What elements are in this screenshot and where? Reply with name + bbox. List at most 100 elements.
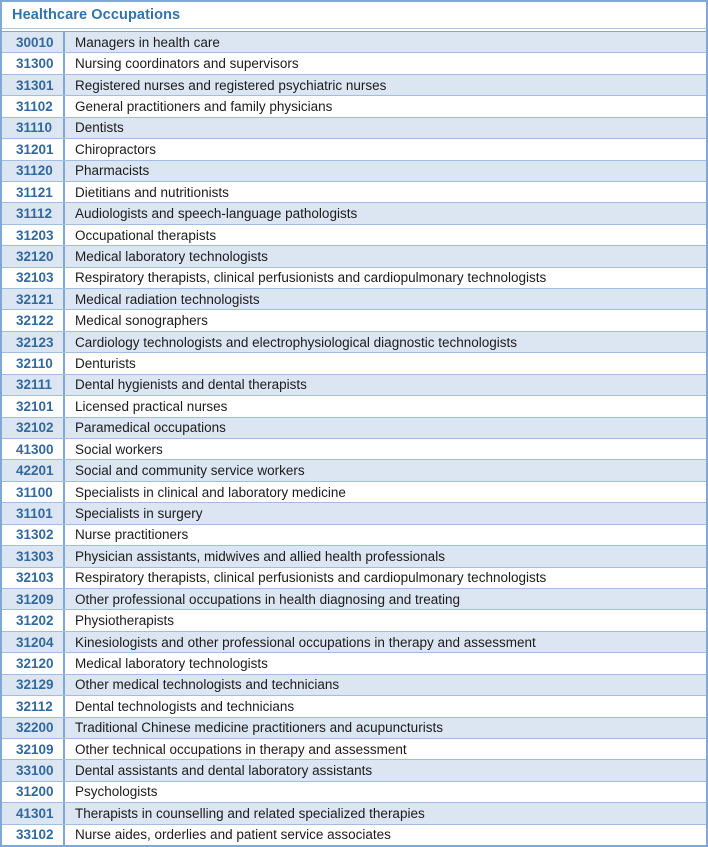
occupation-code: 32101 bbox=[2, 396, 65, 417]
occupation-code: 32110 bbox=[2, 353, 65, 374]
occupation-code: 32120 bbox=[2, 246, 65, 267]
table-row: 32121 Medical radiation technologists bbox=[2, 289, 706, 311]
occupation-code: 32120 bbox=[2, 653, 65, 674]
occupation-name: Medical laboratory technologists bbox=[75, 655, 268, 671]
occupation-code: 31101 bbox=[2, 503, 65, 524]
occupation-code: 31204 bbox=[2, 631, 65, 653]
occupation-name: Licensed practical nurses bbox=[75, 398, 228, 414]
occupation-name: Specialists in surgery bbox=[75, 505, 203, 521]
table-row: 31300 Nursing coordinators and superviso… bbox=[2, 53, 706, 75]
occupation-name: Therapists in counselling and related sp… bbox=[75, 805, 425, 821]
occupation-code: 31102 bbox=[2, 96, 65, 117]
occupation-name: Other professional occupations in health… bbox=[75, 591, 461, 607]
occupation-name: Dental technologists and technicians bbox=[75, 698, 295, 714]
occupation-code: 32103 bbox=[2, 567, 65, 588]
occupation-name: Specialists in clinical and laboratory m… bbox=[75, 484, 346, 500]
occupation-code: 33102 bbox=[2, 824, 65, 846]
occupation-name: Social workers bbox=[75, 441, 163, 457]
occupation-name: Other medical technologists and technici… bbox=[75, 677, 340, 693]
occupation-name: Respiratory therapists, clinical perfusi… bbox=[75, 270, 547, 286]
occupation-code: 32112 bbox=[2, 696, 65, 717]
occupation-name: Social and community service workers bbox=[75, 463, 305, 479]
occupation-name: Kinesiologists and other professional oc… bbox=[75, 634, 536, 650]
table-row: 32129 Other medical technologists and te… bbox=[2, 674, 706, 697]
occupation-code: 32123 bbox=[2, 331, 65, 353]
occupation-code: 31302 bbox=[2, 524, 65, 546]
occupation-code: 31301 bbox=[2, 74, 65, 96]
occupation-name: Other technical occupations in therapy a… bbox=[75, 741, 407, 757]
table-row: 31120 Pharmacists bbox=[2, 160, 706, 182]
table-row: 32110 Denturists bbox=[2, 353, 706, 375]
table-row: 42201 Social and community service worke… bbox=[2, 460, 706, 482]
occupation-code: 31202 bbox=[2, 610, 65, 631]
table-row: 32122 Medical sonographers bbox=[2, 310, 706, 332]
header-body-gap bbox=[2, 29, 706, 31]
occupation-code: 31203 bbox=[2, 224, 65, 246]
occupation-code: 32200 bbox=[2, 717, 65, 738]
table-row: 31121 Dietitians and nutritionists bbox=[2, 181, 706, 204]
table-row: 31100 Specialists in clinical and labora… bbox=[2, 481, 706, 504]
occupation-code: 30010 bbox=[2, 32, 65, 53]
occupation-code: 32129 bbox=[2, 674, 65, 696]
table-row: 31101 Specialists in surgery bbox=[2, 503, 706, 525]
occupation-code: 31121 bbox=[2, 181, 65, 203]
table-row: 32102 Paramedical occupations bbox=[2, 417, 706, 440]
table-row: 33100 Dental assistants and dental labor… bbox=[2, 760, 706, 782]
occupation-name: General practitioners and family physici… bbox=[75, 98, 333, 114]
occupation-name: Medical radiation technologists bbox=[75, 291, 260, 307]
occupation-code: 41300 bbox=[2, 439, 65, 460]
table-row: 33102 Nurse aides, orderlies and patient… bbox=[2, 824, 706, 846]
occupation-name: Respiratory therapists, clinical perfusi… bbox=[75, 570, 547, 586]
occupation-code: 42201 bbox=[2, 460, 65, 481]
table-row: 31201 Chiropractors bbox=[2, 139, 706, 161]
occupation-name: Physician assistants, midwives and allie… bbox=[75, 548, 445, 564]
occupation-name: Medical sonographers bbox=[75, 313, 208, 329]
occupation-code: 32109 bbox=[2, 738, 65, 760]
table-title: Healthcare Occupations bbox=[12, 7, 181, 23]
occupation-code: 31209 bbox=[2, 588, 65, 610]
table-row: 32200 Traditional Chinese medicine pract… bbox=[2, 717, 706, 739]
occupation-code: 31110 bbox=[2, 117, 65, 139]
occupation-name: Dental assistants and dental laboratory … bbox=[75, 763, 373, 779]
occupation-name: Dietitians and nutritionists bbox=[75, 184, 229, 200]
occupation-code: 41301 bbox=[2, 803, 65, 824]
occupation-code: 31300 bbox=[2, 53, 65, 74]
occupation-code: 31303 bbox=[2, 546, 65, 567]
table-row: 31102 General practitioners and family p… bbox=[2, 96, 706, 118]
table-row: 32123 Cardiology technologists and elect… bbox=[2, 331, 706, 354]
table-row: 32120 Medical laboratory technologists bbox=[2, 653, 706, 675]
table-row: 31209 Other professional occupations in … bbox=[2, 588, 706, 611]
occupation-code: 31112 bbox=[2, 203, 65, 224]
table-row: 41300 Social workers bbox=[2, 439, 706, 461]
occupation-name: Traditional Chinese medicine practitione… bbox=[75, 720, 443, 736]
occupation-name: Managers in health care bbox=[75, 34, 220, 50]
occupation-name: Dentists bbox=[75, 120, 124, 136]
occupation-code: 32103 bbox=[2, 267, 65, 289]
occupation-code: 32111 bbox=[2, 374, 65, 396]
table-row: 31301 Registered nurses and registered p… bbox=[2, 74, 706, 97]
occupation-code: 32102 bbox=[2, 417, 65, 438]
occupation-name: Denturists bbox=[75, 356, 136, 372]
occupation-code: 31120 bbox=[2, 160, 65, 181]
table-row: 31203 Occupational therapists bbox=[2, 224, 706, 247]
occupation-name: Registered nurses and registered psychia… bbox=[75, 77, 387, 93]
table-row: 31204 Kinesiologists and other professio… bbox=[2, 631, 706, 654]
occupation-name: Psychologists bbox=[75, 784, 158, 800]
occupation-name: Physiotherapists bbox=[75, 613, 175, 629]
occupation-name: Occupational therapists bbox=[75, 227, 217, 243]
occupation-code: 31200 bbox=[2, 781, 65, 803]
table-row: 32109 Other technical occupations in the… bbox=[2, 738, 706, 761]
occupation-name: Chiropractors bbox=[75, 141, 157, 157]
table-row: 30010 Managers in health care bbox=[2, 32, 706, 54]
table-row: 31202 Physiotherapists bbox=[2, 610, 706, 632]
occupation-code: 31100 bbox=[2, 481, 65, 503]
table-row: 32111 Dental hygienists and dental thera… bbox=[2, 374, 706, 397]
occupation-name: Audiologists and speech-language patholo… bbox=[75, 206, 358, 222]
occupation-name: Nursing coordinators and supervisors bbox=[75, 56, 299, 72]
table-row: 32101 Licensed practical nurses bbox=[2, 396, 706, 418]
occupation-code: 32121 bbox=[2, 289, 65, 310]
table-row: 41301 Therapists in counselling and rela… bbox=[2, 803, 706, 825]
occupation-name: Nurse practitioners bbox=[75, 527, 189, 543]
occupation-name: Medical laboratory technologists bbox=[75, 248, 268, 264]
